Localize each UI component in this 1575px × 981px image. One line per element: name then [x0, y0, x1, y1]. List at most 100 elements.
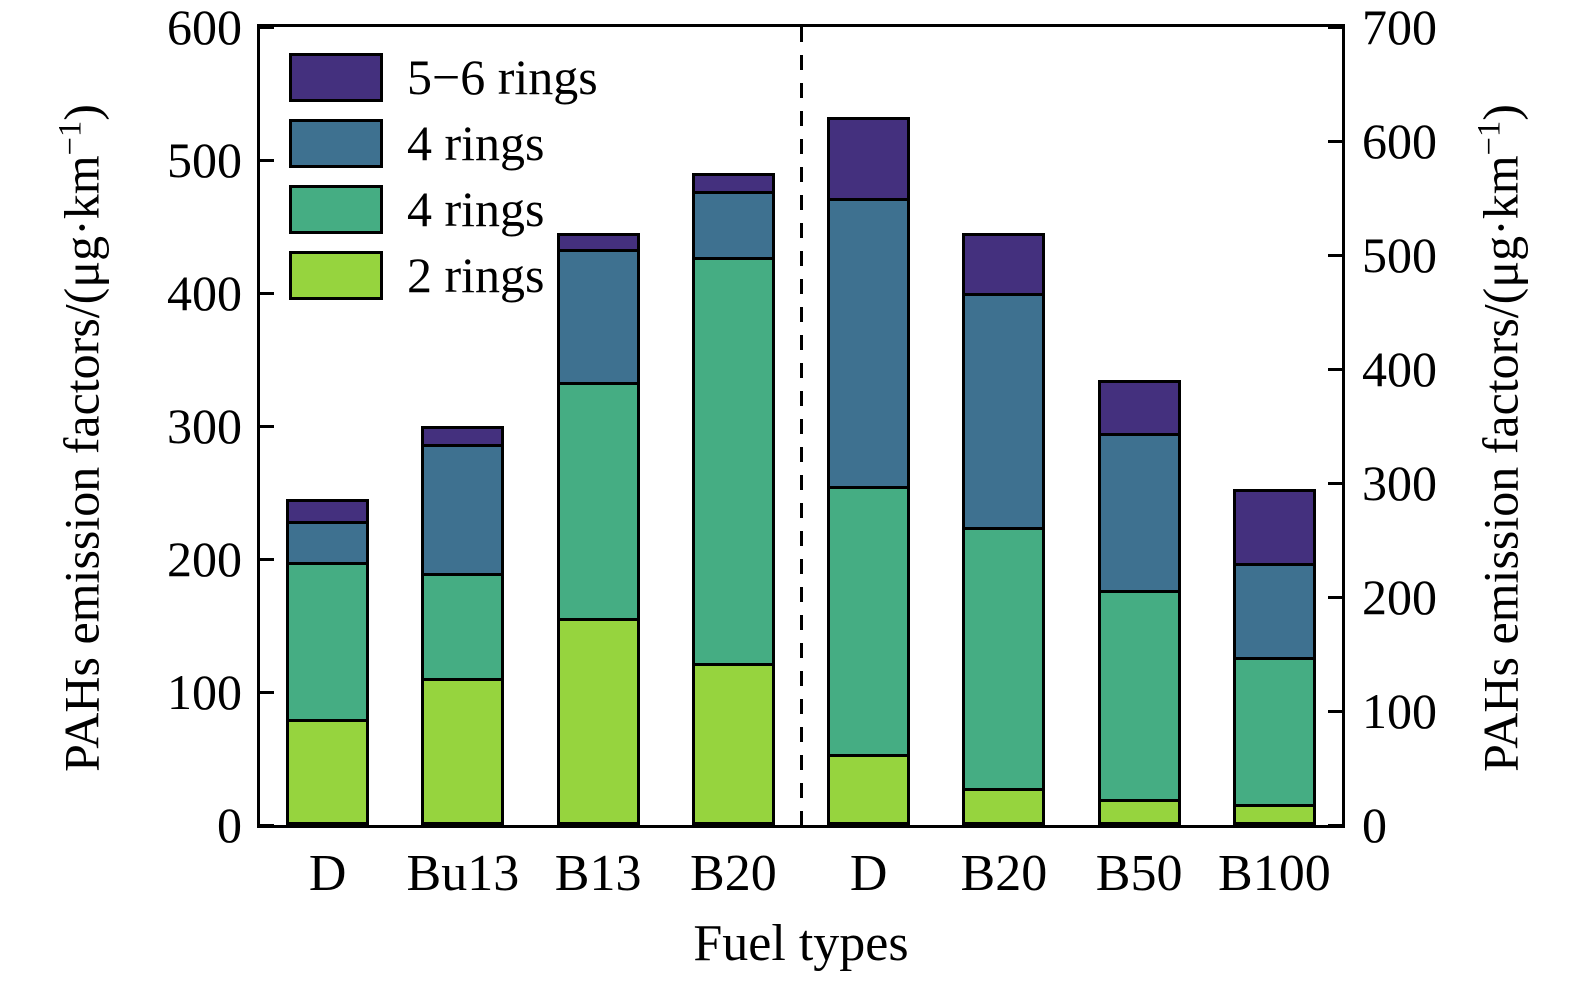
- bar-segment-4-rings: [289, 562, 367, 719]
- bar-segment-5−6-rings: [1100, 383, 1178, 433]
- legend-label: 2 rings: [407, 247, 545, 303]
- bar-segment-5−6-rings: [424, 429, 502, 445]
- right-axis-tick-label: 500: [1362, 227, 1437, 283]
- bar-segment-2-rings: [830, 754, 908, 822]
- bar-segment-2-rings: [1235, 803, 1313, 822]
- legend-swatch: [289, 184, 383, 234]
- bar-b13-2: [556, 233, 640, 825]
- x-axis-tick-label: B100: [1218, 845, 1331, 902]
- left-axis-tick: [260, 158, 274, 162]
- x-axis-tick-label: D: [849, 845, 888, 902]
- bar-segment-2-rings: [965, 787, 1043, 822]
- bar-segment-4-rings: [1235, 562, 1313, 657]
- plot-area: 5−6 rings 4 rings 4 rings 2 rings: [257, 24, 1345, 828]
- left-axis-tick-label: 600: [167, 0, 242, 55]
- bar-segment-4-rings: [965, 527, 1043, 788]
- bar-b100-7: [1232, 488, 1316, 825]
- legend-swatch: [289, 250, 383, 300]
- right-axis-tick: [1328, 367, 1342, 371]
- bar-segment-5−6-rings: [694, 176, 772, 191]
- x-axis-tick-label: B13: [554, 845, 642, 902]
- left-axis-tick-label: 100: [167, 664, 242, 720]
- x-axis-tick-label: B50: [1095, 845, 1183, 902]
- legend-label: 4 rings: [407, 115, 545, 171]
- bar-segment-4-rings: [694, 190, 772, 258]
- legend-swatch: [289, 52, 383, 102]
- right-axis-tick-label: 400: [1362, 341, 1437, 397]
- left-axis-tick: [260, 291, 274, 295]
- bar-segment-4-rings: [694, 257, 772, 664]
- right-axis-tick-label: 700: [1362, 0, 1437, 55]
- x-axis-tick-label: Bu13: [406, 845, 520, 902]
- bar-bu13-1: [421, 426, 505, 825]
- bar-segment-4-rings: [1100, 590, 1178, 800]
- right-axis-tick-label: 0: [1362, 797, 1387, 853]
- right-axis-title: PAHs emission factors/(μg·km−1): [1472, 104, 1533, 772]
- left-axis-tick-label: 400: [167, 265, 242, 321]
- legend-row: 2 rings: [289, 248, 598, 302]
- bar-segment-2-rings: [424, 678, 502, 822]
- right-axis-tick-label: 200: [1362, 569, 1437, 625]
- bar-segment-4-rings: [424, 572, 502, 679]
- bar-segment-4-rings: [559, 381, 637, 619]
- legend-row: 4 rings: [289, 116, 598, 170]
- bar-d-0: [286, 499, 370, 825]
- x-axis-tick-label: B20: [960, 845, 1048, 902]
- left-axis-tick: [260, 424, 274, 428]
- right-axis-tick-label: 300: [1362, 455, 1437, 511]
- x-axis-tick-label: D: [308, 845, 347, 902]
- bar-segment-5−6-rings: [1235, 491, 1313, 563]
- right-axis-tick: [1328, 25, 1342, 29]
- bar-segment-4-rings: [1100, 432, 1178, 591]
- legend-swatch: [289, 118, 383, 168]
- left-axis-tick: [260, 557, 274, 561]
- left-axis-tick-label: 0: [217, 797, 242, 853]
- legend-row: 5−6 rings: [289, 50, 598, 104]
- bar-d-4: [827, 117, 911, 825]
- left-axis-title-suffix: ): [53, 104, 110, 121]
- group-divider-dashed-line: [799, 27, 803, 825]
- bar-segment-4-rings: [289, 521, 367, 563]
- right-axis-tick: [1328, 253, 1342, 257]
- bar-segment-2-rings: [559, 618, 637, 822]
- right-axis-tick: [1328, 481, 1342, 485]
- left-axis-tick-label: 300: [167, 398, 242, 454]
- left-axis-title-text: PAHs emission factors/(μg·km: [53, 155, 110, 772]
- legend-label: 4 rings: [407, 181, 545, 237]
- bar-segment-5−6-rings: [830, 120, 908, 199]
- left-axis-tick: [260, 823, 274, 827]
- bar-segment-4-rings: [1235, 656, 1313, 804]
- bar-segment-4-rings: [424, 444, 502, 573]
- bar-segment-2-rings: [1100, 799, 1178, 822]
- left-axis-title-superscript: −1: [52, 120, 89, 156]
- right-axis-tick: [1328, 823, 1342, 827]
- bar-segment-4-rings: [965, 293, 1043, 528]
- bar-segment-2-rings: [289, 718, 367, 822]
- bar-segment-4-rings: [559, 249, 637, 382]
- left-axis-tick: [260, 690, 274, 694]
- bar-segment-4-rings: [830, 198, 908, 486]
- right-axis-tick: [1328, 595, 1342, 599]
- bar-b20-5: [962, 233, 1046, 825]
- bar-b20-3: [691, 173, 775, 825]
- x-axis-title: Fuel types: [693, 915, 909, 972]
- bar-segment-2-rings: [694, 663, 772, 822]
- left-axis-tick-label: 200: [167, 531, 242, 587]
- legend: 5−6 rings 4 rings 4 rings 2 rings: [289, 50, 598, 314]
- bar-segment-5−6-rings: [289, 502, 367, 522]
- legend-row: 4 rings: [289, 182, 598, 236]
- bar-b50-6: [1097, 380, 1181, 825]
- bar-segment-4-rings: [830, 485, 908, 755]
- right-axis-tick-label: 600: [1362, 113, 1437, 169]
- bar-segment-5−6-rings: [965, 236, 1043, 294]
- left-axis-title: PAHs emission factors/(μg·km−1): [53, 104, 114, 772]
- right-axis-tick-label: 100: [1362, 683, 1437, 739]
- x-axis-tick-label: B20: [690, 845, 777, 902]
- bar-segment-5−6-rings: [559, 236, 637, 250]
- right-axis-tick: [1328, 139, 1342, 143]
- left-axis-tick-label: 500: [167, 132, 242, 188]
- right-axis-tick: [1328, 709, 1342, 713]
- legend-label: 5−6 rings: [407, 49, 598, 105]
- left-axis-tick: [260, 25, 274, 29]
